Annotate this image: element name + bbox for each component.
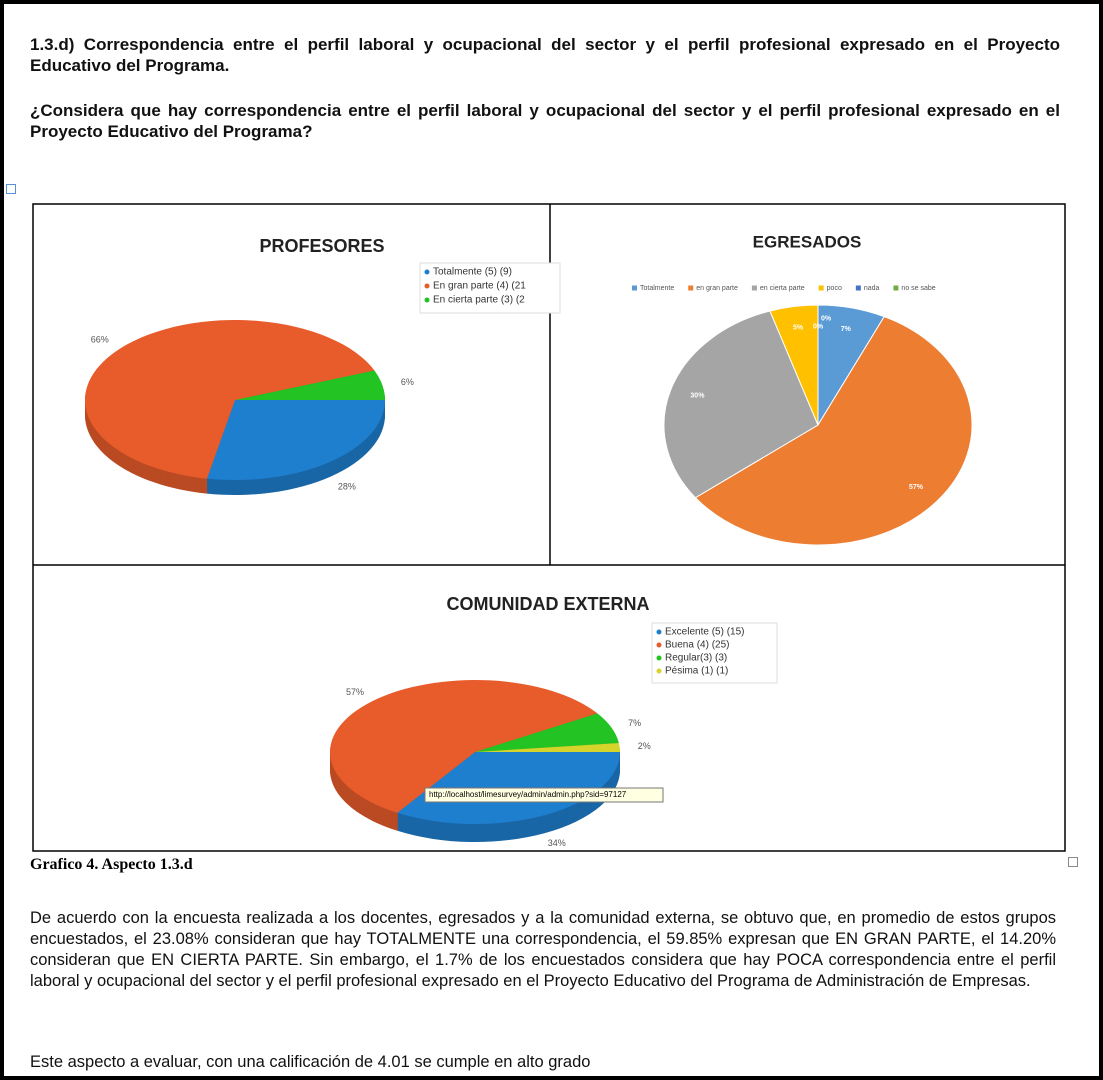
value-label: 7% xyxy=(841,326,852,333)
legend-label: En cierta parte (3) (2 xyxy=(433,295,525,306)
chart-title: PROFESORES xyxy=(259,236,384,256)
pie-slice xyxy=(475,713,619,752)
legend-label: no se sabe xyxy=(901,285,935,292)
legend-swatch xyxy=(656,642,662,648)
pie-slice xyxy=(206,400,385,480)
legend: Totalmente (5) (9) En gran parte (4) (21 E… xyxy=(419,262,561,314)
pie-slice xyxy=(769,304,819,426)
legend-label: en cierta parte xyxy=(760,285,805,292)
legend-swatch xyxy=(424,269,430,275)
value-label: 66% xyxy=(91,335,109,345)
pie-slice xyxy=(663,310,819,499)
value-label: 0% xyxy=(813,323,824,330)
pie-slice xyxy=(475,742,620,752)
tooltip-box xyxy=(424,787,664,803)
legend-swatch xyxy=(424,297,430,303)
paragraph: Este aspecto a evaluar, con una califica… xyxy=(30,1053,591,1071)
legend-label: Totalmente xyxy=(640,285,674,292)
legend-swatch xyxy=(818,285,824,291)
legend: Excelente (5) (15) Buena (4) (25) Regular(… xyxy=(651,622,778,684)
legend-label: nada xyxy=(864,285,880,292)
chart-title: EGRESADOS xyxy=(753,232,862,251)
legend-swatch xyxy=(424,283,430,289)
value-label: 6% xyxy=(401,377,414,387)
legend-swatch xyxy=(855,285,861,291)
table-border xyxy=(32,203,1066,852)
value-label: 0% xyxy=(821,315,832,322)
legend-swatch xyxy=(656,668,662,674)
legend-label: Regular(3) (3) xyxy=(665,653,727,664)
tooltip: http://localhost/limesurvey/admin/admin.… xyxy=(429,790,627,799)
legend-swatch xyxy=(688,285,694,291)
legend-swatch xyxy=(656,629,662,635)
legend-label: en gran parte xyxy=(696,285,738,292)
value-label: 57% xyxy=(346,687,364,697)
caption: Grafico 4. Aspecto 1.3.d xyxy=(30,856,193,873)
legend-label: Totalmente (5) (9) xyxy=(433,267,512,278)
pie-slice xyxy=(694,316,973,546)
chart-title: COMUNIDAD EXTERNA xyxy=(446,594,649,614)
legend-label: Buena (4) (25) xyxy=(665,640,729,651)
legend-label: poco xyxy=(827,285,842,292)
value-label: 30% xyxy=(690,393,705,400)
legend-swatch xyxy=(656,655,662,661)
value-label: 5% xyxy=(793,325,804,332)
value-label: 2% xyxy=(638,741,651,751)
legend-swatch xyxy=(632,285,637,291)
heading: 1.3.d) Correspondencia entre el perfil l… xyxy=(30,35,1060,75)
pie-slice xyxy=(84,320,375,479)
legend-box xyxy=(651,622,778,684)
legend-label: Pésima (1) (1) xyxy=(665,666,728,677)
charts-table: PROFESORES 28% 66% 6% Totalmente (5) (9) En g… xyxy=(32,203,1066,852)
value-label: 28% xyxy=(338,481,356,491)
legend-swatch xyxy=(893,285,899,291)
pie-slice xyxy=(235,370,385,400)
question: ¿Considera que hay correspondencia entre… xyxy=(30,101,1060,141)
value-label: 34% xyxy=(548,838,566,848)
legend-label: En gran parte (4) (21 xyxy=(433,281,526,292)
paragraph: De acuerdo con la encuesta realizada a l… xyxy=(30,909,1056,990)
pie-slice xyxy=(330,680,598,813)
legend-label: Excelente (5) (15) xyxy=(665,627,744,638)
legend-box xyxy=(419,262,561,314)
value-label: 57% xyxy=(909,484,924,491)
resize-handle xyxy=(1068,857,1078,867)
legend-swatch xyxy=(751,285,757,291)
anchor-icon xyxy=(6,184,16,194)
value-label: 7% xyxy=(628,718,641,728)
